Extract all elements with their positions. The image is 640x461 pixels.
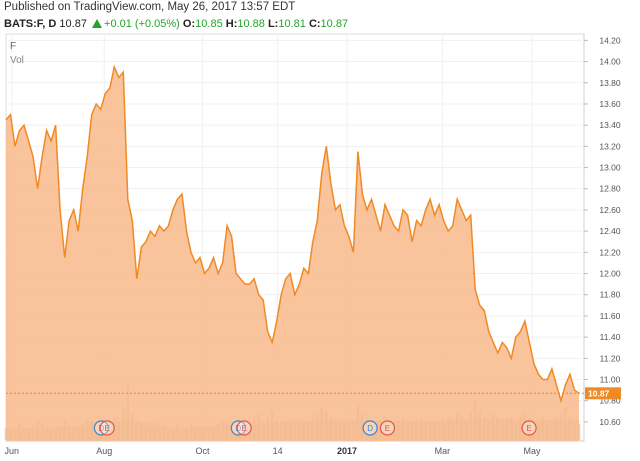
price-tick-label: 10.60 (599, 417, 621, 427)
price-tick-label: 13.00 (599, 163, 621, 173)
low-value: 10.81 (278, 18, 306, 30)
price-tick-label: 11.40 (600, 332, 621, 342)
dividend-marker-label: D (367, 424, 373, 433)
earnings-marker[interactable] (236, 420, 252, 436)
dividend-marker-label: D (98, 424, 104, 433)
svg-text:10.87: 10.87 (588, 388, 610, 398)
time-axis: Jun Aug Oct 14 2017 Mar May (5, 446, 541, 456)
earnings-marker-label: E (385, 424, 390, 433)
last-price: 10.87 (59, 18, 87, 30)
price-axis: 14.20 14.00 13.80 13.60 13.40 13.20 13.00 12.80… (584, 35, 621, 427)
earnings-marker-label: E (526, 424, 531, 433)
close-label: C: (308, 18, 321, 30)
time-tick-label: Oct (196, 446, 211, 456)
high-label: H: (225, 18, 238, 30)
price-tick-label: 13.60 (599, 99, 621, 109)
price-tick-label: 13.40 (599, 120, 621, 130)
time-tick-label: Jun (5, 446, 20, 456)
open-value: 10.85 (195, 18, 223, 30)
price-tick-label: 13.80 (599, 78, 621, 88)
dividend-marker-label: D (235, 424, 241, 433)
price-area (6, 66, 579, 442)
earnings-marker-label: E (104, 424, 109, 433)
time-tick-label: May (523, 446, 541, 456)
price-tick-label: 11.80 (600, 290, 621, 300)
time-tick-label: 14 (273, 446, 283, 456)
earnings-marker[interactable] (379, 420, 396, 436)
dividend-marker[interactable] (362, 420, 378, 436)
time-tick-label: 2017 (337, 446, 357, 456)
price-line (5, 64, 580, 404)
open-label: O: (182, 18, 196, 30)
price-tick-label: 14.20 (599, 35, 621, 45)
quote-line: BATS:F, D 10.87 +0.01 (+0.05%) O:10.85 H… (4, 18, 348, 30)
dividend-marker[interactable] (93, 420, 109, 436)
symbol-pane-label: F (10, 41, 16, 52)
low-label: L: (267, 18, 279, 30)
earnings-marker-label: E (241, 424, 246, 433)
price-tick-label: 12.80 (599, 184, 621, 194)
volume-pane-label: Vol (10, 55, 24, 66)
dividend-marker[interactable] (230, 420, 246, 436)
price-tick-label: 11.20 (600, 353, 621, 363)
price-tick-label: 12.20 (599, 247, 621, 257)
time-tick-label: Mar (435, 446, 451, 456)
price-tick-label: 14.00 (599, 57, 621, 67)
up-arrow-icon (92, 19, 103, 28)
price-tick-label: 11.00 (600, 375, 621, 385)
published-caption: Published on TradingView.com, May 26, 20… (4, 1, 296, 13)
event-markers: DEDEDEE (93, 420, 537, 436)
price-tick-label: 13.20 (599, 141, 621, 151)
price-change: +0.01 (+0.05%) (104, 18, 180, 30)
close-value: 10.87 (320, 18, 349, 30)
price-tick-label: 11.60 (600, 311, 621, 321)
symbol-label: BATS:F, D (4, 18, 57, 30)
price-tick-label: 12.60 (599, 205, 621, 215)
price-tick-label: 12.00 (599, 269, 621, 279)
price-tick-label: 12.40 (599, 226, 621, 236)
high-value: 10.88 (237, 18, 265, 30)
earnings-marker[interactable] (99, 420, 115, 436)
last-price-tag: 10.87 (585, 387, 621, 400)
earnings-marker[interactable] (521, 420, 537, 436)
time-tick-label: Aug (96, 446, 112, 456)
price-tick-label: 10.80 (599, 396, 621, 406)
